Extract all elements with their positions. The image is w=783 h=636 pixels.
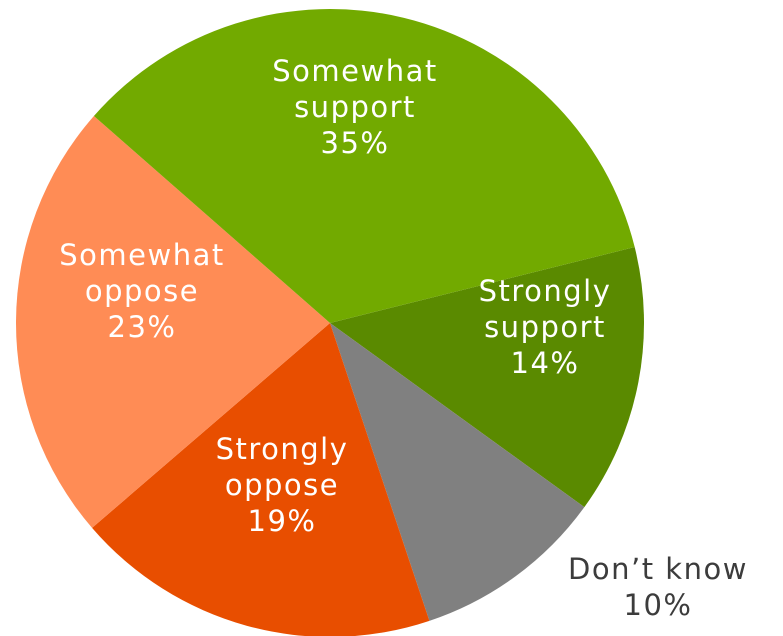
data-label-value: 19% — [248, 504, 317, 538]
data-label-value: 14% — [511, 346, 580, 380]
slice-strongly-oppose — [92, 323, 430, 636]
slice-somewhat-oppose — [16, 115, 330, 528]
data-label-value: 10% — [624, 588, 693, 622]
data-label-category: oppose — [225, 468, 339, 502]
data-label-category: oppose — [85, 274, 199, 308]
slice-somewhat-support — [93, 9, 635, 324]
data-label-strongly-oppose: Strongly oppose 19% — [216, 432, 349, 538]
data-label-somewhat-support: Somewhat support 35% — [272, 54, 437, 160]
slice-don-t-know — [330, 323, 585, 621]
slice-strongly-support — [330, 247, 644, 508]
pie-slices — [16, 9, 644, 636]
data-label-category: Strongly — [216, 432, 349, 466]
data-label-category: Strongly — [479, 274, 612, 308]
data-label-don-t-know: Don’t know 10% — [568, 552, 748, 622]
data-label-category: Somewhat — [59, 238, 224, 272]
data-label-somewhat-oppose: Somewhat oppose 23% — [59, 238, 224, 344]
data-label-category: Somewhat — [272, 54, 437, 88]
data-label-value: 23% — [108, 310, 177, 344]
pie-labels: Strongly support 14%Don’t know 10%Strongly o… — [59, 54, 748, 622]
data-label-strongly-support: Strongly support 14% — [479, 274, 612, 380]
data-label-category: support — [294, 90, 416, 124]
data-label-category: Don’t know — [568, 552, 748, 586]
data-label-category: support — [484, 310, 606, 344]
data-label-value: 35% — [321, 126, 390, 160]
